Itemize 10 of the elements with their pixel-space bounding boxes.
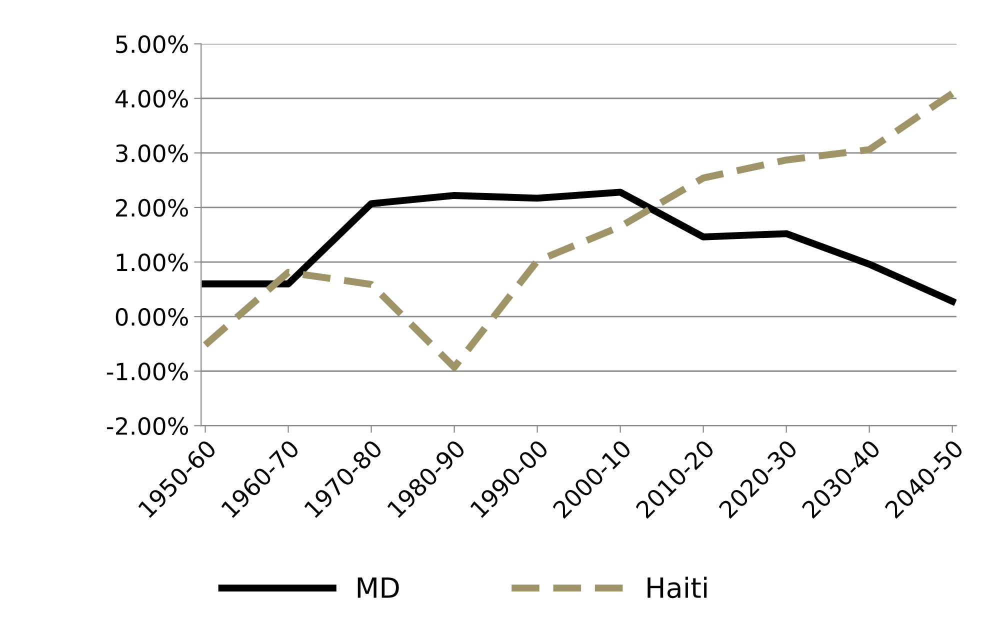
y-tick-label: 2.00%	[116, 198, 188, 217]
y-tick-label: 0.00%	[116, 308, 188, 326]
y-tick-label: 1.00%	[116, 253, 188, 272]
legend-label: MD	[358, 578, 399, 598]
y-tick-label: -2.00%	[106, 417, 188, 435]
y-tick-label: -1.00%	[106, 362, 188, 380]
y-tick-label: 5.00%	[116, 35, 188, 54]
legend-label: Haiti	[648, 576, 707, 598]
y-tick-label: 3.00%	[116, 144, 188, 162]
y-tick-label: 4.00%	[115, 90, 188, 108]
